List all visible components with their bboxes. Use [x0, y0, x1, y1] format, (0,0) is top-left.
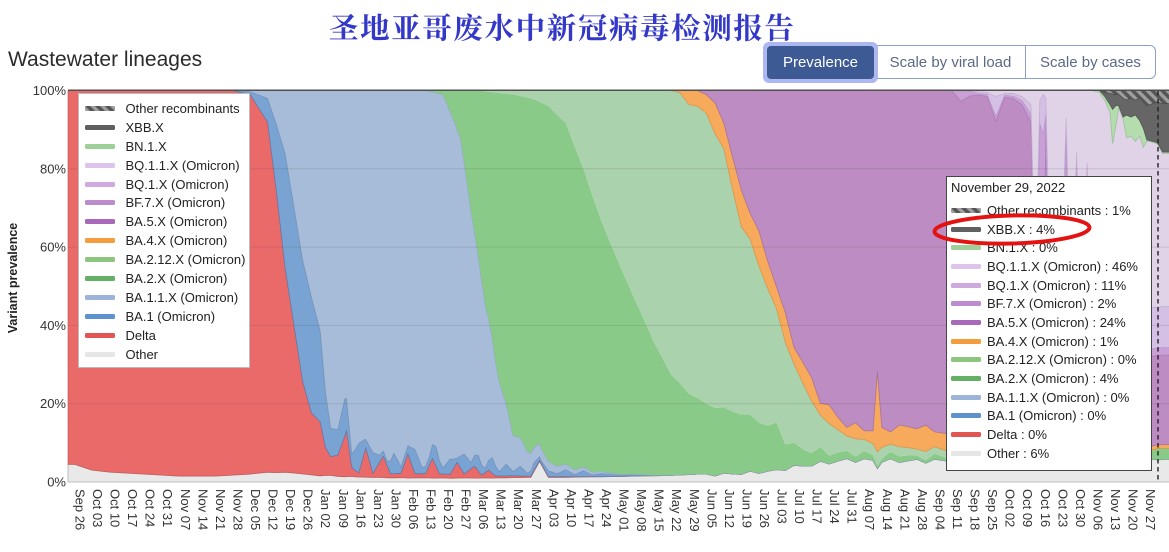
svg-text:Dec 05: Dec 05 [248, 489, 263, 530]
svg-text:Apr 10: Apr 10 [564, 489, 579, 527]
svg-text:Jan 09: Jan 09 [336, 489, 351, 528]
svg-text:Oct 30: Oct 30 [1073, 489, 1088, 527]
svg-text:Oct 17: Oct 17 [125, 489, 140, 527]
svg-text:Dec 19: Dec 19 [283, 489, 298, 530]
svg-text:Apr 17: Apr 17 [582, 489, 597, 527]
svg-text:Dec 12: Dec 12 [266, 489, 281, 530]
svg-text:Apr 24: Apr 24 [599, 489, 614, 527]
svg-text:Aug 21: Aug 21 [897, 489, 912, 530]
svg-text:May 15: May 15 [652, 489, 667, 532]
svg-text:Nov 07: Nov 07 [178, 489, 193, 530]
svg-text:Feb 06: Feb 06 [406, 489, 421, 529]
svg-text:Jun 26: Jun 26 [757, 489, 772, 528]
svg-text:20%: 20% [40, 396, 66, 411]
svg-text:May 29: May 29 [687, 489, 702, 532]
svg-text:Aug 28: Aug 28 [915, 489, 930, 530]
svg-text:May 01: May 01 [617, 489, 632, 532]
svg-text:Dec 26: Dec 26 [301, 489, 316, 530]
svg-text:May 08: May 08 [634, 489, 649, 532]
svg-text:Nov 14: Nov 14 [195, 489, 210, 530]
svg-text:Oct 23: Oct 23 [1055, 489, 1070, 527]
svg-text:Jan 02: Jan 02 [318, 489, 333, 528]
svg-text:Nov 06: Nov 06 [1090, 489, 1105, 530]
svg-text:Aug 07: Aug 07 [862, 489, 877, 530]
svg-text:Nov 27: Nov 27 [1143, 489, 1158, 530]
svg-text:Jun 05: Jun 05 [704, 489, 719, 528]
svg-text:0%: 0% [47, 475, 66, 490]
svg-text:100%: 100% [33, 83, 67, 98]
svg-text:Jun 19: Jun 19 [739, 489, 754, 528]
svg-text:Sep 26: Sep 26 [73, 489, 88, 530]
svg-text:Jan 16: Jan 16 [353, 489, 368, 528]
svg-text:Jul 24: Jul 24 [827, 489, 842, 524]
svg-text:Feb 27: Feb 27 [459, 489, 474, 529]
svg-text:Nov 13: Nov 13 [1108, 489, 1123, 530]
svg-text:Feb 20: Feb 20 [441, 489, 456, 529]
svg-text:60%: 60% [40, 240, 66, 255]
svg-text:Apr 03: Apr 03 [546, 489, 561, 527]
svg-text:Jul 03: Jul 03 [775, 489, 790, 524]
svg-text:Jan 30: Jan 30 [388, 489, 403, 528]
svg-text:Nov 20: Nov 20 [1126, 489, 1141, 530]
svg-text:Feb 13: Feb 13 [424, 489, 439, 529]
svg-text:Mar 13: Mar 13 [494, 489, 509, 529]
svg-text:Jan 23: Jan 23 [371, 489, 386, 528]
svg-text:Mar 20: Mar 20 [511, 489, 526, 529]
svg-text:Sep 11: Sep 11 [950, 489, 965, 529]
svg-text:Oct 24: Oct 24 [143, 489, 158, 527]
svg-text:Sep 04: Sep 04 [933, 489, 948, 530]
svg-text:Oct 03: Oct 03 [90, 489, 105, 527]
svg-text:Oct 09: Oct 09 [1020, 489, 1035, 527]
svg-text:80%: 80% [40, 161, 66, 176]
svg-text:40%: 40% [40, 318, 66, 333]
svg-text:Jul 10: Jul 10 [792, 489, 807, 524]
svg-text:Oct 31: Oct 31 [160, 489, 175, 527]
svg-text:Oct 10: Oct 10 [108, 489, 123, 527]
svg-text:Mar 06: Mar 06 [476, 489, 491, 529]
svg-text:Sep 25: Sep 25 [985, 489, 1000, 530]
svg-text:Sep 18: Sep 18 [968, 489, 983, 530]
svg-text:Nov 21: Nov 21 [213, 489, 228, 530]
svg-text:May 22: May 22 [669, 489, 684, 532]
svg-text:Jul 17: Jul 17 [810, 489, 825, 524]
svg-text:Aug 14: Aug 14 [880, 489, 895, 530]
svg-text:Jun 12: Jun 12 [722, 489, 737, 528]
svg-text:Nov 28: Nov 28 [231, 489, 246, 530]
svg-text:Mar 27: Mar 27 [529, 489, 544, 529]
svg-text:Jul 31: Jul 31 [845, 489, 860, 524]
svg-text:Oct 02: Oct 02 [1003, 489, 1018, 527]
svg-text:Oct 16: Oct 16 [1038, 489, 1053, 527]
